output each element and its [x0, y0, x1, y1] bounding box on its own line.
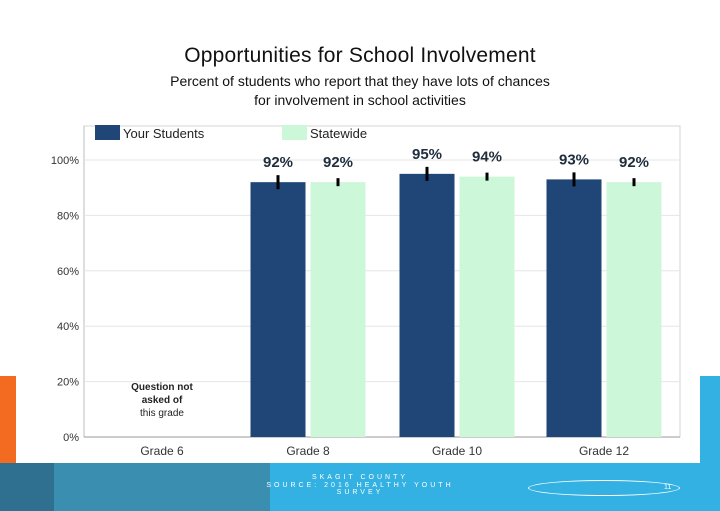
- y-tick-label: 20%: [57, 377, 79, 389]
- x-tick-label: Grade 10: [432, 444, 482, 458]
- not-asked-annotation: this grade: [140, 408, 184, 419]
- y-tick-label: 40%: [57, 321, 79, 333]
- chart-title: Opportunities for School Involvement: [184, 44, 536, 67]
- blue-right-accent: [700, 376, 720, 466]
- data-label: 92%: [323, 154, 353, 171]
- chart-subtitle-line2: for involvement in school activities: [254, 92, 466, 108]
- not-asked-annotation: Question not: [131, 382, 193, 393]
- legend-swatch: [282, 125, 307, 140]
- y-tick-label: 80%: [57, 210, 79, 222]
- y-tick-label: 0%: [63, 432, 79, 444]
- legend-label: Statewide: [310, 126, 367, 141]
- legend-swatch: [95, 125, 120, 140]
- bar: [310, 182, 366, 437]
- not-asked-annotation: asked of: [142, 395, 183, 406]
- data-label: 93%: [559, 151, 589, 168]
- x-tick-label: Grade 6: [140, 444, 184, 458]
- y-tick-label: 100%: [51, 155, 79, 167]
- bar: [399, 173, 455, 437]
- bar: [459, 176, 515, 437]
- bar: [546, 179, 602, 437]
- chart-subtitle-line1: Percent of students who report that they…: [170, 73, 550, 89]
- y-tick-label: 60%: [57, 266, 79, 278]
- page-number: 11: [664, 484, 672, 491]
- footer-county: SKAGIT COUNTY: [311, 474, 409, 481]
- bar: [606, 182, 662, 437]
- data-label: 94%: [472, 149, 502, 166]
- data-label: 92%: [619, 154, 649, 171]
- legend-label: Your Students: [123, 126, 205, 141]
- footer-source: SOURCE: 2016 HEALTHY YOUTH SURVEY: [266, 482, 454, 496]
- bar: [250, 182, 306, 437]
- page-number-oval: [528, 480, 680, 496]
- x-tick-label: Grade 12: [579, 444, 629, 458]
- dark-teal-footer-corner: [0, 463, 54, 511]
- data-label: 92%: [263, 154, 293, 171]
- x-tick-label: Grade 8: [286, 444, 330, 458]
- data-label: 95%: [412, 146, 442, 163]
